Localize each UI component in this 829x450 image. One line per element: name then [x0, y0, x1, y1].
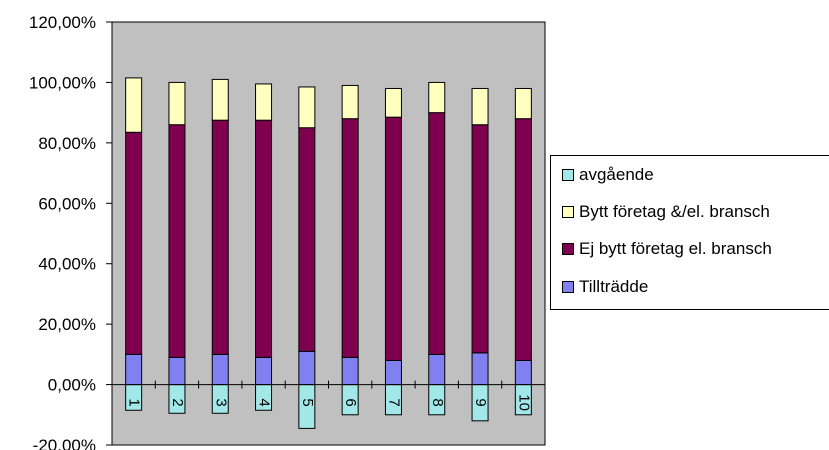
bar-segment-5-3 [298, 86, 316, 129]
bar-segment-8-1 [428, 353, 446, 386]
legend-swatch-ej-bytt [562, 243, 574, 255]
y-tick-label: 100,00% [29, 73, 96, 92]
bar-segment-2-2 [168, 124, 186, 358]
x-category-label: 10 [515, 394, 532, 411]
x-category-label: 1 [126, 398, 143, 406]
bar-segment-3-1 [211, 353, 229, 386]
x-category-label: 4 [256, 398, 273, 406]
bar-segment-7-3 [384, 87, 402, 118]
x-axis: 1 2 3 4 5 6 7 8 9 10 [111, 380, 546, 411]
bar-segment-6-2 [341, 118, 359, 358]
bar-segment-9-1 [471, 352, 489, 386]
bar-segment-6-1 [341, 356, 359, 386]
y-axis: 120,00% 100,00% 80,00% 60,00% 40,00% 20,00% 0,… [29, 13, 112, 450]
x-category-label: 7 [385, 398, 402, 406]
y-tick-label: 80,00% [38, 134, 96, 153]
bar-segment-5-1 [298, 350, 316, 386]
x-category-label: 9 [472, 398, 489, 406]
bar-segment-7-2 [384, 116, 402, 361]
legend-swatch-avgaende [562, 169, 574, 181]
y-tick-label: 120,00% [29, 13, 96, 32]
bar-segment-8-3 [428, 81, 446, 114]
x-category-label: 8 [429, 398, 446, 406]
bar-segment-10-3 [514, 87, 532, 120]
bar-segment-1-1 [125, 353, 143, 386]
x-category-label: 5 [299, 398, 316, 406]
y-tick-label: 40,00% [38, 255, 96, 274]
legend-item-avgaende: avgående [562, 164, 654, 186]
legend-swatch-bytt [562, 206, 574, 218]
bar-segment-10-1 [514, 359, 532, 386]
bar-segment-2-1 [168, 356, 186, 386]
y-tick-label: 60,00% [38, 194, 96, 213]
legend-label: Tillträdde [579, 277, 649, 296]
legend-item-bytt: Bytt företag &/el. bransch [562, 201, 770, 223]
x-category-label: 6 [342, 398, 359, 406]
bar-segment-7-1 [384, 359, 402, 386]
legend-label: Bytt företag &/el. bransch [579, 202, 770, 221]
bar-segment-4-2 [255, 119, 273, 358]
legend-swatch-tilltradde [562, 281, 574, 293]
y-tick-label: 20,00% [38, 315, 96, 334]
bar-segment-4-3 [255, 83, 273, 121]
bar-segment-3-3 [211, 78, 229, 121]
bar-segment-10-2 [514, 118, 532, 361]
y-tick-label: -20,00% [33, 436, 96, 450]
bar-segment-9-3 [471, 87, 489, 126]
legend: avgående Bytt företag &/el. bransch Ej b… [550, 155, 829, 310]
legend-item-ej-bytt: Ej bytt företag el. bransch [562, 238, 772, 260]
bar-segment-6-3 [341, 84, 359, 120]
bar-segment-8-2 [428, 112, 446, 355]
bar-segment-1-2 [125, 131, 143, 355]
legend-label: avgående [579, 165, 654, 184]
legend-item-tilltradde: Tillträdde [562, 276, 648, 298]
bars [125, 77, 532, 429]
bar-segment-1-3 [125, 77, 143, 133]
x-category-label: 3 [212, 398, 229, 406]
x-category-label: 2 [169, 398, 186, 406]
bar-segment-9-2 [471, 124, 489, 354]
y-tick-label: 0,00% [48, 376, 96, 395]
bar-segment-3-2 [211, 119, 229, 355]
bar-segment-5-2 [298, 127, 316, 352]
bar-segment-4-1 [255, 356, 273, 386]
bar-segment-2-3 [168, 81, 186, 126]
legend-label: Ej bytt företag el. bransch [579, 239, 772, 258]
